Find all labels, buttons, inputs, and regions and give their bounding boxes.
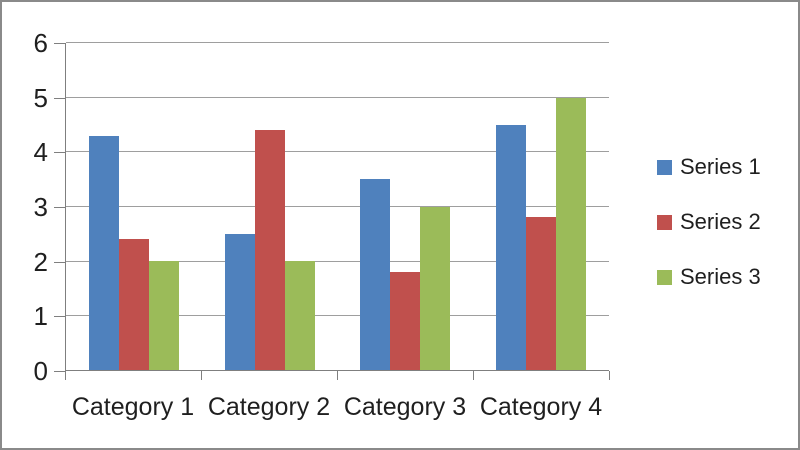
bar-group-category-3 bbox=[338, 43, 474, 370]
bar-group-category-2 bbox=[202, 43, 338, 370]
bar-groups bbox=[66, 43, 609, 370]
gridline-y-1 bbox=[66, 315, 609, 317]
bar-group-category-1 bbox=[66, 43, 202, 370]
bar-series-3-category-2 bbox=[284, 261, 315, 370]
y-axis-label-3: 3 bbox=[33, 192, 48, 222]
bar-series-1-category-3 bbox=[360, 179, 391, 370]
bar-series-3-category-3 bbox=[420, 206, 451, 370]
bar-series-1-category-1 bbox=[88, 135, 119, 370]
legend-label-series-3: Series 3 bbox=[680, 264, 761, 289]
y-axis-tick-3 bbox=[54, 207, 65, 208]
x-axis-label-3: Category 3 bbox=[343, 393, 467, 421]
legend-swatch-series-3 bbox=[657, 269, 672, 285]
gridline-y-3 bbox=[66, 206, 609, 207]
bar-group-category-4 bbox=[473, 43, 609, 370]
x-axis-tick-3 bbox=[473, 371, 474, 380]
bar-series-1-category-2 bbox=[224, 233, 255, 370]
gridline-y-6 bbox=[66, 42, 609, 43]
x-axis-tick-4 bbox=[609, 371, 610, 380]
legend-item-series-2: Series 2 bbox=[657, 209, 761, 235]
x-axis-label-2: Category 2 bbox=[207, 393, 331, 421]
gridline-y-5 bbox=[66, 96, 609, 98]
bar-series-2-category-2 bbox=[254, 130, 285, 370]
x-axis-tick-2 bbox=[337, 371, 338, 380]
y-axis-label-2: 2 bbox=[33, 247, 48, 277]
y-axis-tick-6 bbox=[54, 43, 65, 44]
x-axis-tick-1 bbox=[201, 371, 202, 380]
y-axis-tick-5 bbox=[54, 98, 65, 99]
legend-swatch-series-1 bbox=[657, 159, 672, 175]
legend-item-series-3: Series 3 bbox=[657, 264, 761, 290]
y-axis-label-5: 5 bbox=[33, 83, 48, 113]
legend-label-series-2: Series 2 bbox=[680, 209, 761, 234]
bar-series-1-category-4 bbox=[496, 124, 527, 370]
plot-area bbox=[65, 42, 609, 371]
gridline-y-2 bbox=[66, 260, 609, 262]
y-axis-tick-4 bbox=[54, 152, 65, 153]
bar-series-2-category-1 bbox=[118, 239, 149, 370]
y-axis-label-6: 6 bbox=[33, 28, 48, 58]
x-axis-label-4: Category 4 bbox=[479, 393, 603, 421]
y-axis-label-1: 1 bbox=[33, 301, 48, 331]
y-axis-label-4: 4 bbox=[33, 137, 48, 167]
bar-series-3-category-4 bbox=[556, 97, 587, 370]
legend-label-series-1: Series 1 bbox=[680, 154, 761, 179]
x-axis-label-1: Category 1 bbox=[71, 393, 195, 421]
bar-series-3-category-1 bbox=[148, 261, 179, 370]
legend-item-series-1: Series 1 bbox=[657, 154, 761, 180]
y-axis-label-0: 0 bbox=[33, 356, 48, 386]
legend-swatch-series-2 bbox=[657, 214, 672, 230]
legend: Series 1 Series 2 Series 3 bbox=[657, 154, 761, 290]
y-axis-tick-1 bbox=[54, 316, 65, 317]
y-axis-tick-2 bbox=[54, 262, 65, 263]
bar-series-2-category-3 bbox=[390, 271, 421, 370]
x-axis-tick-0 bbox=[65, 371, 66, 380]
gridline-y-4 bbox=[66, 151, 609, 153]
bar-series-2-category-4 bbox=[526, 217, 557, 370]
y-axis-tick-0 bbox=[54, 371, 65, 372]
